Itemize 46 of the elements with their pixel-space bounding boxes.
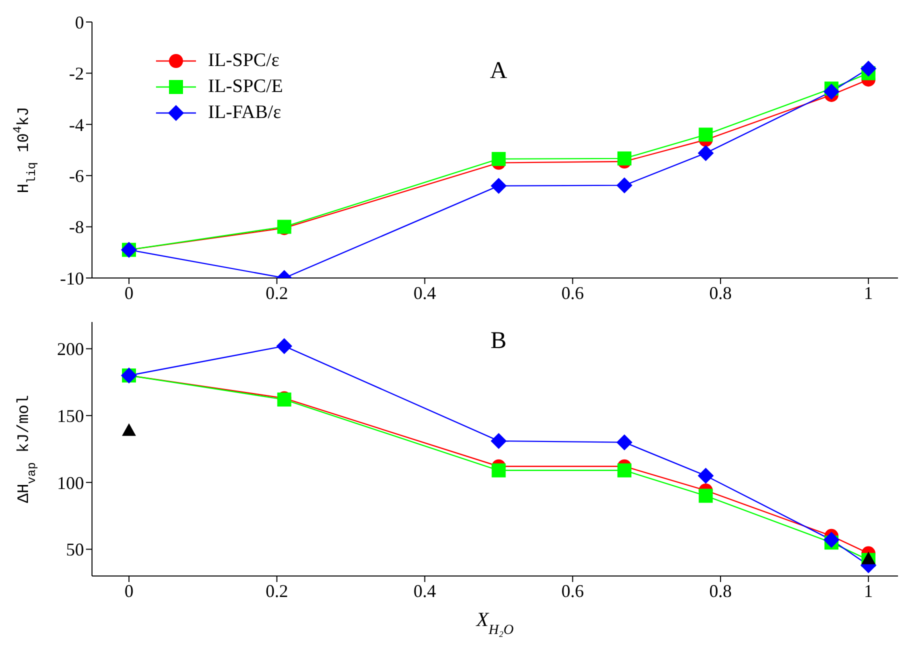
point [698, 488, 713, 503]
x-tick-label: 0 [124, 282, 134, 303]
legend-label: IL-FAB/ε [208, 102, 282, 124]
point [492, 152, 506, 166]
x-tick-label: 0.6 [561, 282, 584, 303]
x-tick-label: 1 [864, 580, 873, 601]
point [861, 552, 876, 564]
legend-label: IL-SPC/ε [208, 50, 280, 72]
y-tick-label: 150 [57, 406, 84, 426]
point [823, 84, 840, 100]
x-tick-label: 0.2 [266, 282, 288, 303]
point [492, 463, 506, 478]
point [617, 463, 632, 478]
y-tick-label: -8 [69, 217, 84, 238]
point [276, 338, 292, 354]
legend-label: IL-SPC/E [208, 76, 283, 98]
point [490, 178, 507, 194]
point [617, 151, 632, 166]
y-tick-label: -2 [69, 64, 84, 84]
y-tick-label: 50 [66, 540, 84, 560]
text: A [488, 58, 508, 85]
x-tick-label: 0.4 [414, 282, 436, 303]
x-axis-title: X$_{H₂O}$ [475, 609, 514, 638]
y-tick-label: 100 [57, 472, 84, 493]
chart-title: B [489, 328, 508, 355]
x-tick-label: 0.6 [561, 580, 584, 601]
y-tick-label: -6 [69, 166, 84, 186]
point [122, 423, 136, 436]
point [698, 468, 714, 484]
point [490, 432, 507, 449]
y-tick-label: -10 [60, 268, 84, 288]
x-tick-label: 1 [864, 282, 873, 303]
x-tick-label: 0.2 [266, 580, 288, 601]
point [823, 532, 840, 548]
y-tick-label: -4 [69, 114, 84, 135]
point [860, 60, 876, 77]
point [616, 177, 632, 194]
point [616, 434, 632, 450]
y-tick-label: 200 [57, 339, 84, 360]
x-tick-label: 0.4 [414, 580, 436, 601]
point [698, 128, 713, 142]
x-tick-label: 0.8 [709, 580, 732, 601]
y-tick-label: 0 [75, 12, 84, 32]
x-tick-label: 0.8 [709, 282, 732, 303]
point [698, 145, 714, 162]
x-tick-label: 0 [124, 580, 134, 601]
